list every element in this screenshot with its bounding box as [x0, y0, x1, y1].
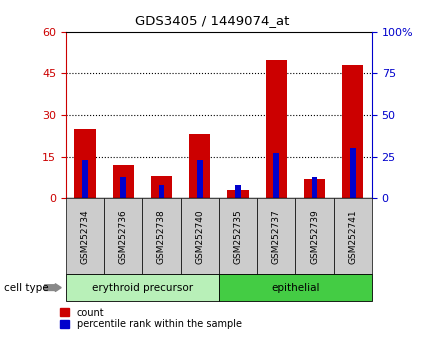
Bar — [273, 153, 279, 198]
Bar — [82, 160, 88, 198]
Bar — [74, 129, 96, 198]
Text: GSM252738: GSM252738 — [157, 209, 166, 264]
Text: GSM252737: GSM252737 — [272, 209, 281, 264]
Bar — [342, 65, 363, 198]
Text: cell type: cell type — [4, 282, 49, 293]
Bar — [159, 185, 164, 198]
Text: GSM252734: GSM252734 — [80, 209, 90, 264]
Text: epithelial: epithelial — [271, 282, 320, 293]
Text: GDS3405 / 1449074_at: GDS3405 / 1449074_at — [135, 14, 290, 27]
Text: GSM252741: GSM252741 — [348, 209, 357, 264]
Bar — [197, 160, 203, 198]
Bar — [266, 59, 287, 198]
Bar — [235, 185, 241, 198]
Bar — [350, 148, 356, 198]
Text: GSM252735: GSM252735 — [233, 209, 243, 264]
Bar — [304, 179, 325, 198]
Text: erythroid precursor: erythroid precursor — [92, 282, 193, 293]
Text: GSM252736: GSM252736 — [119, 209, 128, 264]
Text: GSM252739: GSM252739 — [310, 209, 319, 264]
Legend: count, percentile rank within the sample: count, percentile rank within the sample — [60, 308, 242, 330]
Bar — [113, 165, 134, 198]
Bar — [189, 135, 210, 198]
Text: GSM252740: GSM252740 — [195, 209, 204, 264]
Bar — [312, 177, 317, 198]
Bar — [151, 176, 172, 198]
Bar — [120, 177, 126, 198]
Bar — [227, 190, 249, 198]
